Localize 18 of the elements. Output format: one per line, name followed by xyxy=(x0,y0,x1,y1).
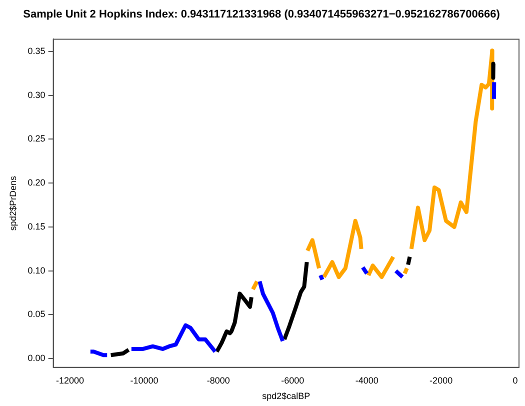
y-tick-label: 0.15 xyxy=(28,221,46,232)
x-tick-label: -4000 xyxy=(355,375,378,386)
x-axis-title: spd2$calBP xyxy=(262,391,310,402)
y-tick-label: 0.30 xyxy=(28,90,46,100)
x-tick-label: 0 xyxy=(512,375,518,386)
x-tick-label: -6000 xyxy=(281,375,304,386)
y-tick-label: 0.25 xyxy=(28,134,46,144)
chart-title: Sample Unit 2 Hopkins Index: 0.943117121331968 (0.934071455963271−0.952162786700666) xyxy=(23,8,500,21)
y-axis-title: spd2$PrDens xyxy=(8,176,18,231)
y-tick-label: 0.05 xyxy=(28,309,46,320)
x-tick-label: -12000 xyxy=(56,375,84,386)
y-tick-label: 0.00 xyxy=(28,353,46,364)
x-tick-label: -8000 xyxy=(206,375,230,386)
x-tick-label: -2000 xyxy=(430,375,453,386)
y-tick-label: 0.10 xyxy=(28,265,46,276)
x-tick-label: -10000 xyxy=(130,375,158,386)
y-tick-label: 0.20 xyxy=(28,178,46,188)
y-tick-label: 0.35 xyxy=(28,46,46,56)
